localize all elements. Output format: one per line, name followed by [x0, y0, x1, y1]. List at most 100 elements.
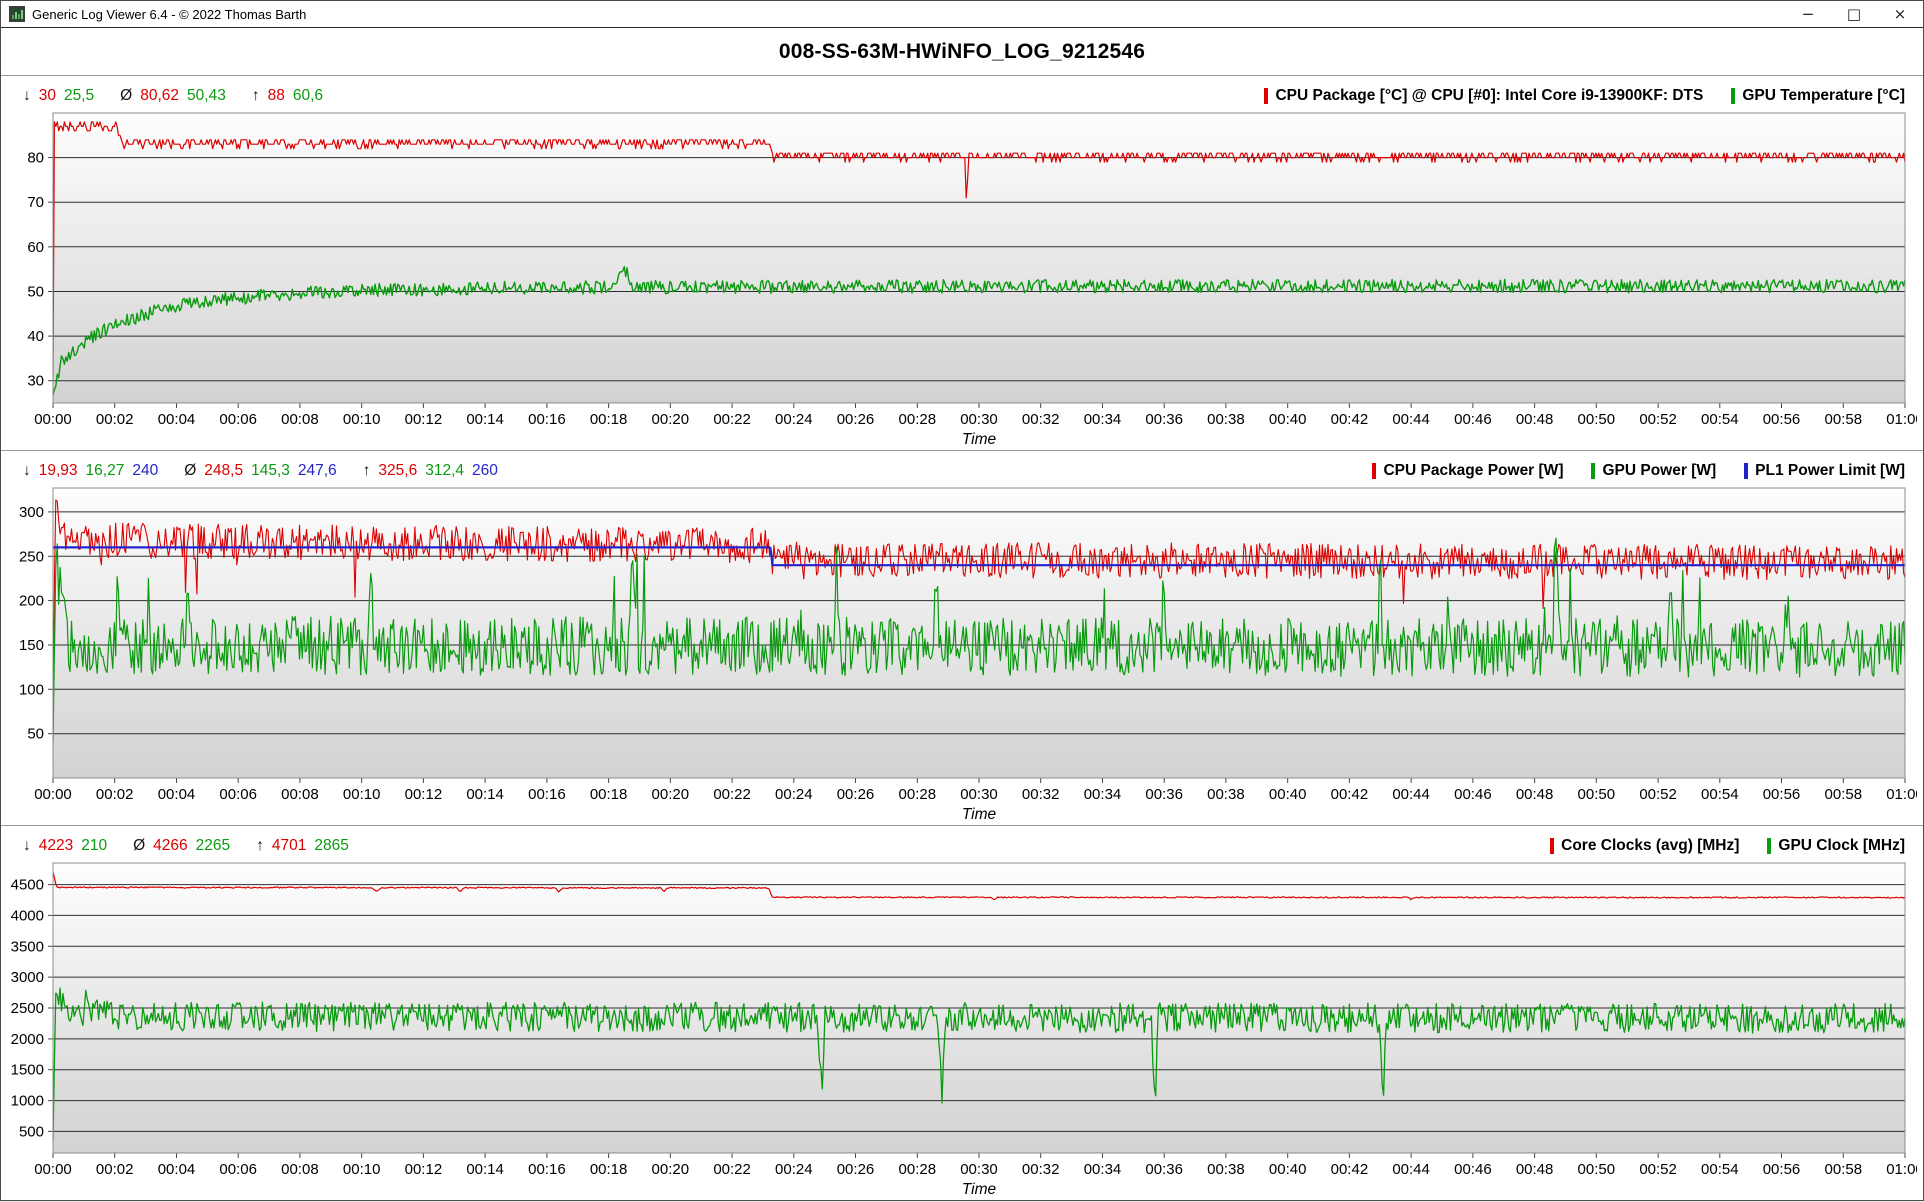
svg-text:2000: 2000 [11, 1031, 44, 1048]
legend-item: PL1 Power Limit [W] [1744, 462, 1905, 480]
stat-max-symbol: ↑ [362, 462, 371, 479]
svg-text:00:04: 00:04 [158, 411, 196, 428]
svg-text:00:12: 00:12 [405, 411, 443, 428]
svg-text:00:48: 00:48 [1516, 1161, 1554, 1178]
stat-min-value: 19,93 [38, 462, 78, 479]
stat-avg-group: Ø 80,62 50,43 [120, 87, 226, 105]
y-gridlines [53, 884, 1905, 1132]
svg-text:2500: 2500 [11, 1000, 44, 1017]
svg-text:00:06: 00:06 [219, 786, 257, 803]
x-axis-title: Time [962, 806, 997, 822]
legend-label: PL1 Power Limit [W] [1755, 462, 1905, 479]
legend-item: GPU Clock [MHz] [1767, 837, 1905, 855]
close-button[interactable]: × [1893, 5, 1907, 23]
chart-stats-clocks: ↓ 4223 210 Ø 4266 2265 ↑ 4701 2865 [23, 837, 349, 855]
svg-text:80: 80 [27, 150, 44, 167]
minimize-button[interactable]: − [1801, 5, 1815, 23]
svg-text:00:42: 00:42 [1331, 786, 1369, 803]
svg-text:4500: 4500 [11, 877, 44, 894]
svg-text:00:00: 00:00 [34, 411, 72, 428]
series-core-clocks-avg [53, 872, 1905, 901]
svg-text:00:56: 00:56 [1763, 411, 1801, 428]
stat-max-value: 60,6 [292, 87, 323, 104]
x-axis-title: Time [962, 431, 997, 447]
legend-color-bar [1731, 88, 1736, 104]
series-lines [53, 121, 1905, 396]
svg-text:00:42: 00:42 [1331, 1161, 1369, 1178]
svg-text:3500: 3500 [11, 938, 44, 955]
stat-avg-group: Ø 248,5 145,3 247,6 [184, 462, 336, 480]
svg-text:00:20: 00:20 [652, 1161, 690, 1178]
svg-text:00:40: 00:40 [1269, 411, 1307, 428]
y-axis-labels: 30 40 50 60 70 80 [27, 150, 53, 390]
stat-max-value: 2865 [314, 837, 349, 854]
svg-text:4000: 4000 [11, 907, 44, 924]
svg-text:00:46: 00:46 [1454, 786, 1492, 803]
x-axis-labels: 00:00 00:02 00:04 00:06 00:08 00:10 00:12 00:14… [34, 1153, 1924, 1178]
clocks-chart-svg[interactable]: 500 1000 1500 2000 2500 3000 3500 4000 4500 00:00… [7, 861, 1924, 1198]
svg-text:300: 300 [19, 504, 44, 521]
clocks-chart[interactable]: 500 1000 1500 2000 2500 3000 3500 4000 4500 00:00… [7, 861, 1924, 1198]
svg-text:00:50: 00:50 [1578, 786, 1616, 803]
app-icon [9, 6, 25, 22]
stat-avg-symbol: Ø [120, 87, 133, 104]
stat-avg-value: 248,5 [204, 462, 244, 479]
power-chart[interactable]: 50 100 150 200 250 300 00:00 00:02 00:04 00:06 00:… [7, 486, 1924, 823]
stat-max-value: 325,6 [378, 462, 418, 479]
svg-text:500: 500 [19, 1123, 44, 1140]
legend-color-bar [1767, 838, 1772, 854]
legend-label: GPU Temperature [°C] [1742, 87, 1905, 104]
svg-text:00:36: 00:36 [1145, 411, 1183, 428]
svg-text:1000: 1000 [11, 1093, 44, 1110]
series-gpu-clock [53, 987, 1905, 1141]
stat-avg-value: 247,6 [297, 462, 337, 479]
stat-min-value: 30 [38, 87, 56, 104]
svg-text:00:52: 00:52 [1639, 1161, 1677, 1178]
stat-avg-value: 50,43 [187, 87, 226, 104]
maximize-button[interactable]: □ [1846, 5, 1862, 23]
stat-avg-group: Ø 4266 2265 [133, 837, 230, 855]
svg-text:00:14: 00:14 [466, 411, 504, 428]
svg-text:00:10: 00:10 [343, 1161, 381, 1178]
stat-max-symbol: ↑ [251, 87, 260, 104]
svg-text:00:52: 00:52 [1639, 786, 1677, 803]
stat-min-symbol: ↓ [23, 87, 31, 104]
legend-color-bar [1264, 88, 1269, 104]
legend-color-bar [1550, 838, 1555, 854]
panel-head-temperature: ↓ 30 25,5 Ø 80,62 50,43 ↑ 88 60,6 CPU Package [°… [7, 81, 1917, 111]
svg-text:250: 250 [19, 548, 44, 565]
legend-color-bar [1744, 463, 1749, 479]
svg-text:00:40: 00:40 [1269, 1161, 1307, 1178]
svg-text:00:50: 00:50 [1578, 1161, 1616, 1178]
svg-text:00:30: 00:30 [960, 1161, 998, 1178]
svg-text:00:56: 00:56 [1763, 786, 1801, 803]
legend-item: GPU Power [W] [1591, 462, 1716, 480]
series-pl1-power-limit [53, 546, 1905, 567]
legend-label: GPU Clock [MHz] [1778, 837, 1905, 854]
series-cpu-package-power [53, 499, 1905, 747]
svg-text:01:00: 01:00 [1886, 786, 1917, 803]
stat-max-value: 260 [472, 462, 498, 479]
svg-text:00:22: 00:22 [713, 411, 751, 428]
svg-text:50: 50 [27, 726, 44, 743]
svg-text:00:46: 00:46 [1454, 1161, 1492, 1178]
svg-text:00:28: 00:28 [899, 786, 937, 803]
svg-text:00:24: 00:24 [775, 786, 813, 803]
temperature-chart[interactable]: 30 40 50 60 70 80 00:00 00:02 00:04 00:06 00:08 00:… [7, 111, 1924, 448]
x-axis-labels: 00:00 00:02 00:04 00:06 00:08 00:10 00:12 00:14… [34, 778, 1924, 803]
stat-avg-value: 145,3 [251, 462, 290, 479]
svg-text:00:44: 00:44 [1392, 786, 1430, 803]
svg-text:01:00: 01:00 [1886, 1161, 1917, 1178]
svg-text:00:38: 00:38 [1207, 411, 1245, 428]
svg-text:150: 150 [19, 637, 44, 654]
svg-text:00:00: 00:00 [34, 786, 72, 803]
svg-text:00:14: 00:14 [466, 786, 504, 803]
svg-text:00:38: 00:38 [1207, 1161, 1245, 1178]
svg-text:1500: 1500 [11, 1062, 44, 1079]
svg-text:70: 70 [27, 194, 44, 211]
stat-min-group: ↓ 4223 210 [23, 837, 107, 855]
stat-max-symbol: ↑ [256, 837, 264, 854]
legend-color-bar [1591, 463, 1596, 479]
